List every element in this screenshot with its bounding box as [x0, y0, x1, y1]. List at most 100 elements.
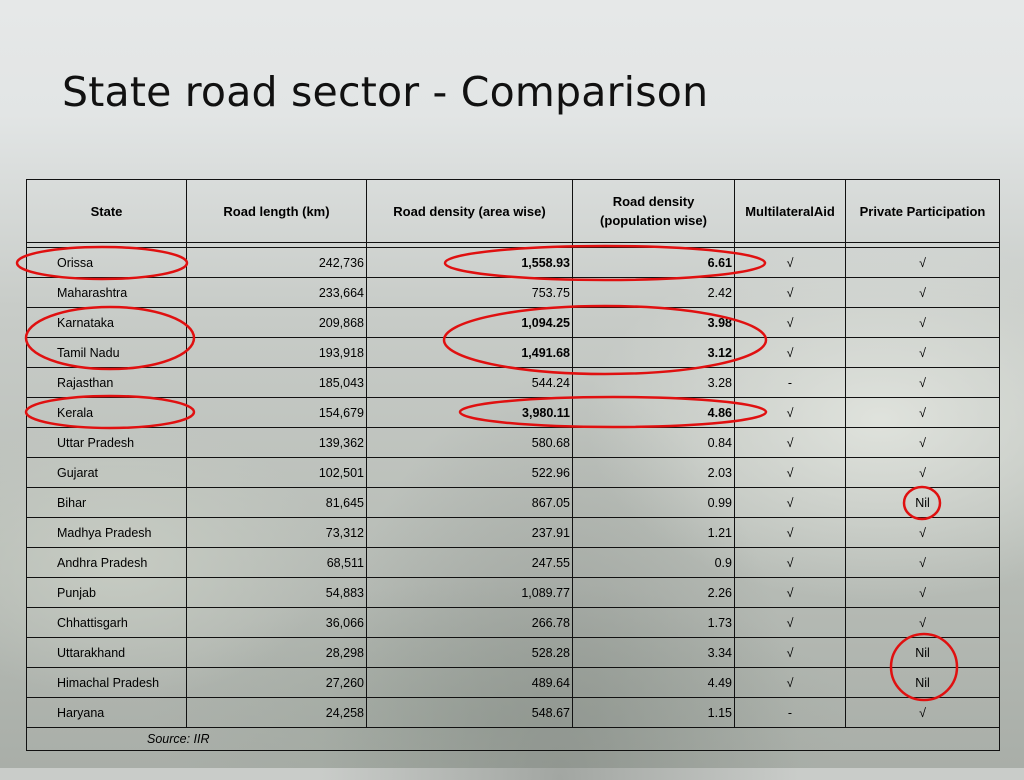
private-participation-cell: √ [845, 307, 1000, 338]
state-cell: Uttar Pradesh [26, 427, 187, 458]
density-area-cell: 1,094.25 [366, 307, 573, 338]
density-area-cell: 1,491.68 [366, 337, 573, 368]
private-participation-cell: √ [845, 607, 1000, 638]
road-length-cell: 27,260 [186, 667, 367, 698]
table-row-himachal-pradesh: Himachal Pradesh 27,260 489.64 4.49 √ Nil [26, 667, 1000, 698]
source-note: Source: IIR [26, 727, 1000, 751]
multilateral-aid-cell: √ [734, 337, 846, 368]
density-area-cell: 522.96 [366, 457, 573, 488]
state-cell: Kerala [26, 397, 187, 428]
header-density-area: Road density (area wise) [366, 179, 573, 243]
road-length-cell: 54,883 [186, 577, 367, 608]
density-area-cell: 1,558.93 [366, 247, 573, 278]
road-length-cell: 185,043 [186, 367, 367, 398]
multilateral-aid-cell: - [734, 367, 846, 398]
multilateral-aid-cell: √ [734, 547, 846, 578]
density-area-cell: 867.05 [366, 487, 573, 518]
private-participation-cell: √ [845, 697, 1000, 728]
road-length-cell: 242,736 [186, 247, 367, 278]
state-cell: Himachal Pradesh [26, 667, 187, 698]
multilateral-aid-cell: √ [734, 667, 846, 698]
table-row-kerala: Kerala 154,679 3,980.11 4.86 √ √ [26, 397, 1000, 428]
density-area-cell: 528.28 [366, 637, 573, 668]
road-length-cell: 24,258 [186, 697, 367, 728]
road-length-cell: 68,511 [186, 547, 367, 578]
multilateral-aid-cell: √ [734, 427, 846, 458]
density-population-cell: 0.84 [572, 427, 735, 458]
multilateral-aid-cell: √ [734, 637, 846, 668]
road-length-cell: 139,362 [186, 427, 367, 458]
road-length-cell: 209,868 [186, 307, 367, 338]
table-row-uttar-pradesh: Uttar Pradesh 139,362 580.68 0.84 √ √ [26, 427, 1000, 458]
private-participation-cell: √ [845, 547, 1000, 578]
table-row-punjab: Punjab 54,883 1,089.77 2.26 √ √ [26, 577, 1000, 608]
road-length-cell: 193,918 [186, 337, 367, 368]
private-participation-cell: √ [845, 277, 1000, 308]
slide-title: State road sector - Comparison [62, 68, 709, 116]
state-cell: Bihar [26, 487, 187, 518]
density-population-cell: 2.03 [572, 457, 735, 488]
state-cell: Orissa [26, 247, 187, 278]
density-area-cell: 753.75 [366, 277, 573, 308]
road-length-cell: 28,298 [186, 637, 367, 668]
road-length-cell: 81,645 [186, 487, 367, 518]
density-area-cell: 1,089.77 [366, 577, 573, 608]
density-area-cell: 266.78 [366, 607, 573, 638]
density-population-cell: 1.15 [572, 697, 735, 728]
multilateral-aid-cell: √ [734, 277, 846, 308]
density-population-cell: 0.99 [572, 487, 735, 518]
header-density-population: Road density (population wise) [572, 179, 735, 243]
table-row-gujarat: Gujarat 102,501 522.96 2.03 √ √ [26, 457, 1000, 488]
density-area-cell: 489.64 [366, 667, 573, 698]
private-participation-cell: √ [845, 397, 1000, 428]
table-row-karnataka: Karnataka 209,868 1,094.25 3.98 √ √ [26, 307, 1000, 338]
private-participation-cell: Nil [845, 637, 1000, 668]
multilateral-aid-cell: √ [734, 607, 846, 638]
state-cell: Chhattisgarh [26, 607, 187, 638]
state-cell: Andhra Pradesh [26, 547, 187, 578]
state-cell: Gujarat [26, 457, 187, 488]
road-length-cell: 36,066 [186, 607, 367, 638]
state-cell: Rajasthan [26, 367, 187, 398]
table-row-orissa: Orissa 242,736 1,558.93 6.61 √ √ [26, 247, 1000, 278]
private-participation-cell: √ [845, 577, 1000, 608]
density-area-cell: 247.55 [366, 547, 573, 578]
multilateral-aid-cell: √ [734, 457, 846, 488]
state-cell: Madhya Pradesh [26, 517, 187, 548]
density-area-cell: 3,980.11 [366, 397, 573, 428]
density-area-cell: 548.67 [366, 697, 573, 728]
density-population-cell: 4.86 [572, 397, 735, 428]
header-row: State Road length (km) Road density (are… [26, 179, 1000, 243]
table-row-madhya-pradesh: Madhya Pradesh 73,312 237.91 1.21 √ √ [26, 517, 1000, 548]
header-multilateral-aid: MultilateralAid [734, 179, 846, 243]
density-population-cell: 3.12 [572, 337, 735, 368]
density-population-cell: 3.34 [572, 637, 735, 668]
density-population-cell: 6.61 [572, 247, 735, 278]
state-cell: Maharashtra [26, 277, 187, 308]
table-row-rajasthan: Rajasthan 185,043 544.24 3.28- √ [26, 367, 1000, 398]
road-length-cell: 102,501 [186, 457, 367, 488]
table-row-bihar: Bihar 81,645 867.05 0.99 √ Nil [26, 487, 1000, 518]
multilateral-aid-cell: √ [734, 577, 846, 608]
table-row-maharashtra: Maharashtra 233,664 753.75 2.42 √ √ [26, 277, 1000, 308]
multilateral-aid-cell: √ [734, 397, 846, 428]
density-population-cell: 3.98 [572, 307, 735, 338]
density-population-cell: 2.42 [572, 277, 735, 308]
private-participation-cell: √ [845, 337, 1000, 368]
density-population-cell: 0.9 [572, 547, 735, 578]
private-participation-cell: Nil [845, 667, 1000, 698]
table-row-chhattisgarh: Chhattisgarh 36,066 266.78 1.73 √ √ [26, 607, 1000, 638]
header-private-participation: Private Participation [845, 179, 1000, 243]
road-length-cell: 154,679 [186, 397, 367, 428]
multilateral-aid-cell: √ [734, 517, 846, 548]
density-population-cell: 3.28 [572, 367, 735, 398]
density-population-cell: 2.26 [572, 577, 735, 608]
header-road-length: Road length (km) [186, 179, 367, 243]
multilateral-aid-cell: - [734, 697, 846, 728]
private-participation-cell: Nil [845, 487, 1000, 518]
private-participation-cell: √ [845, 247, 1000, 278]
state-cell: Tamil Nadu [26, 337, 187, 368]
density-population-cell: 1.21 [572, 517, 735, 548]
private-participation-cell: √ [845, 427, 1000, 458]
density-population-cell: 1.73 [572, 607, 735, 638]
